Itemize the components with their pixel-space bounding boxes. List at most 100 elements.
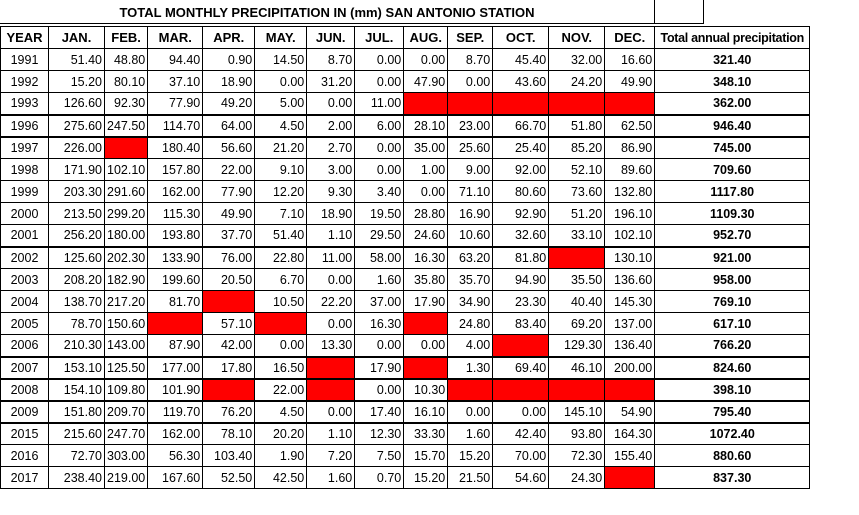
month-value-cell[interactable]: 1.10 — [306, 224, 356, 247]
missing-value-cell[interactable] — [492, 334, 550, 357]
annual-total-cell[interactable]: 362.00 — [654, 92, 811, 115]
total-header[interactable]: Total annual precipitation — [654, 26, 811, 49]
year-cell[interactable]: 2004 — [0, 290, 49, 313]
annual-total-cell[interactable]: 837.30 — [654, 466, 811, 489]
annual-total-cell[interactable]: 824.60 — [654, 355, 811, 379]
month-value-cell[interactable]: 0.00 — [354, 70, 405, 93]
month-value-cell[interactable]: 10.60 — [447, 224, 494, 247]
month-value-cell[interactable]: 6.00 — [354, 113, 405, 137]
month-value-cell[interactable]: 54.60 — [492, 466, 550, 489]
month-value-cell[interactable]: 7.20 — [306, 444, 356, 467]
month-value-cell[interactable]: 0.70 — [354, 466, 405, 489]
month-value-cell[interactable]: 247.70 — [103, 421, 149, 445]
month-value-cell[interactable]: 133.90 — [147, 245, 204, 269]
annual-total-cell[interactable]: 958.00 — [654, 268, 811, 291]
month-value-cell[interactable]: 76.20 — [202, 399, 256, 423]
annual-total-cell[interactable]: 745.00 — [654, 135, 811, 159]
month-value-cell[interactable]: 153.10 — [48, 355, 105, 379]
month-value-cell[interactable]: 247.50 — [103, 113, 149, 137]
month-value-cell[interactable]: 10.30 — [403, 377, 449, 401]
month-value-cell[interactable]: 8.70 — [306, 48, 356, 71]
month-value-cell[interactable]: 58.00 — [354, 245, 405, 269]
month-value-cell[interactable]: 81.70 — [147, 290, 204, 313]
month-value-cell[interactable]: 256.20 — [48, 224, 105, 247]
month-value-cell[interactable]: 72.30 — [548, 444, 606, 467]
month-value-cell[interactable]: 126.60 — [48, 92, 105, 115]
month-value-cell[interactable]: 193.80 — [147, 224, 204, 247]
month-value-cell[interactable]: 13.30 — [306, 334, 356, 357]
month-value-cell[interactable]: 202.30 — [103, 245, 149, 269]
month-value-cell[interactable]: 114.70 — [147, 113, 204, 137]
missing-value-cell[interactable] — [306, 377, 356, 401]
month-value-cell[interactable]: 3.40 — [354, 180, 405, 203]
month-value-cell[interactable]: 32.00 — [548, 48, 606, 71]
month-value-cell[interactable]: 143.00 — [103, 334, 149, 357]
month-value-cell[interactable]: 12.20 — [254, 180, 308, 203]
year-cell[interactable]: 2000 — [0, 202, 49, 225]
month-value-cell[interactable]: 119.70 — [147, 399, 204, 423]
month-value-cell[interactable]: 33.30 — [403, 421, 449, 445]
month-value-cell[interactable]: 164.30 — [604, 421, 656, 445]
month-value-cell[interactable]: 22.80 — [254, 245, 308, 269]
missing-value-cell[interactable] — [447, 92, 494, 115]
month-value-cell[interactable]: 303.00 — [103, 444, 149, 467]
month-value-cell[interactable]: 37.70 — [202, 224, 256, 247]
month-value-cell[interactable]: 145.10 — [548, 399, 606, 423]
month-value-cell[interactable]: 0.00 — [306, 92, 356, 115]
month-value-cell[interactable]: 22.00 — [254, 377, 308, 401]
missing-value-cell[interactable] — [492, 92, 550, 115]
missing-value-cell[interactable] — [548, 377, 606, 401]
month-value-cell[interactable]: 77.90 — [147, 92, 204, 115]
month-value-cell[interactable]: 23.00 — [447, 113, 494, 137]
month-value-cell[interactable]: 14.50 — [254, 48, 308, 71]
month-header[interactable]: MAR. — [147, 26, 204, 49]
month-value-cell[interactable]: 208.20 — [48, 268, 105, 291]
month-value-cell[interactable]: 199.60 — [147, 268, 204, 291]
month-value-cell[interactable]: 35.50 — [548, 268, 606, 291]
month-value-cell[interactable]: 18.90 — [306, 202, 356, 225]
month-value-cell[interactable]: 203.30 — [48, 180, 105, 203]
month-value-cell[interactable]: 151.80 — [48, 399, 105, 423]
month-value-cell[interactable]: 103.40 — [202, 444, 256, 467]
month-value-cell[interactable]: 213.50 — [48, 202, 105, 225]
month-value-cell[interactable]: 1.60 — [354, 268, 405, 291]
month-value-cell[interactable]: 16.30 — [403, 245, 449, 269]
month-value-cell[interactable]: 15.20 — [447, 444, 494, 467]
month-value-cell[interactable]: 69.20 — [548, 312, 606, 335]
month-value-cell[interactable]: 157.80 — [147, 158, 204, 181]
month-value-cell[interactable]: 85.20 — [548, 135, 606, 159]
month-value-cell[interactable]: 275.60 — [48, 113, 105, 137]
title-blank-cell[interactable] — [655, 0, 704, 24]
year-cell[interactable]: 2015 — [0, 421, 49, 445]
month-value-cell[interactable]: 15.70 — [403, 444, 449, 467]
month-value-cell[interactable]: 25.60 — [447, 135, 494, 159]
month-value-cell[interactable]: 33.10 — [548, 224, 606, 247]
month-value-cell[interactable]: 66.70 — [492, 113, 550, 137]
month-value-cell[interactable]: 35.70 — [447, 268, 494, 291]
month-header[interactable]: FEB. — [103, 26, 149, 49]
month-header[interactable]: APR. — [202, 26, 256, 49]
month-value-cell[interactable]: 20.20 — [254, 421, 308, 445]
month-value-cell[interactable]: 137.00 — [604, 312, 656, 335]
month-value-cell[interactable]: 22.20 — [306, 290, 356, 313]
month-value-cell[interactable]: 1.30 — [447, 355, 494, 379]
month-value-cell[interactable]: 180.40 — [147, 135, 204, 159]
month-value-cell[interactable]: 93.80 — [548, 421, 606, 445]
month-value-cell[interactable]: 299.20 — [103, 202, 149, 225]
missing-value-cell[interactable] — [403, 312, 449, 335]
annual-total-cell[interactable]: 321.40 — [654, 48, 811, 71]
annual-total-cell[interactable]: 769.10 — [654, 290, 811, 313]
month-value-cell[interactable]: 101.90 — [147, 377, 204, 401]
month-value-cell[interactable]: 94.40 — [147, 48, 204, 71]
month-value-cell[interactable]: 132.80 — [604, 180, 656, 203]
month-value-cell[interactable]: 0.00 — [354, 334, 405, 357]
annual-total-cell[interactable]: 766.20 — [654, 334, 811, 357]
month-value-cell[interactable]: 51.40 — [48, 48, 105, 71]
year-cell[interactable]: 2016 — [0, 444, 49, 467]
month-value-cell[interactable]: 0.00 — [403, 180, 449, 203]
month-value-cell[interactable]: 56.60 — [202, 135, 256, 159]
missing-value-cell[interactable] — [202, 290, 256, 313]
month-value-cell[interactable]: 0.00 — [354, 135, 405, 159]
month-value-cell[interactable]: 1.60 — [306, 466, 356, 489]
month-value-cell[interactable]: 8.70 — [447, 48, 494, 71]
